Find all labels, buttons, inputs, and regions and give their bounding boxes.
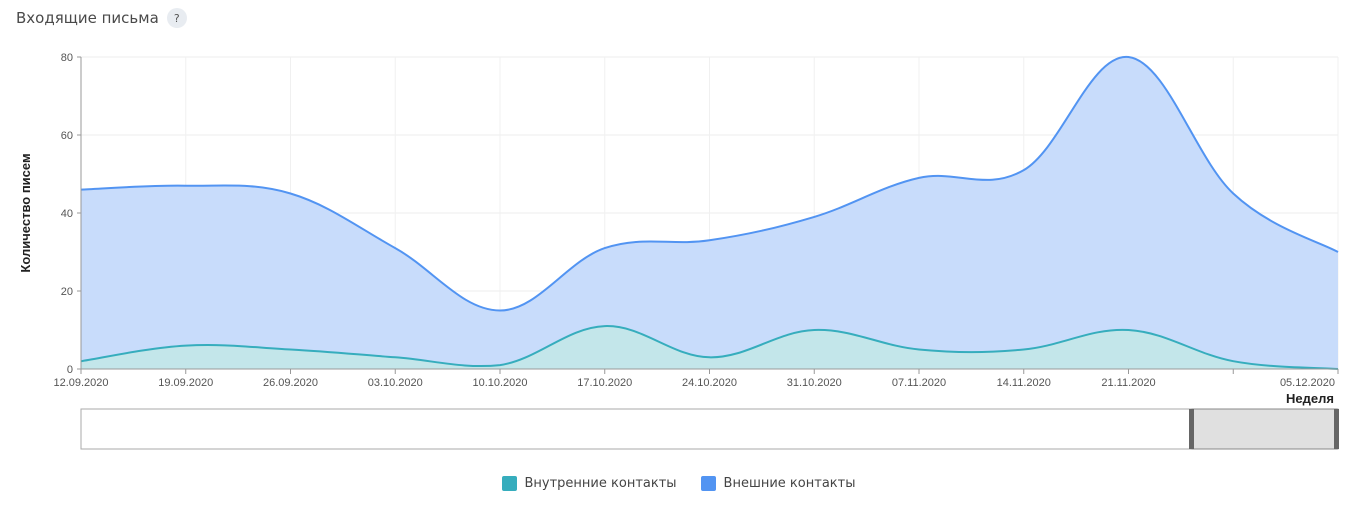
y-tick-label: 40 bbox=[61, 208, 73, 220]
x-tick-label: 05.12.2020 bbox=[1280, 377, 1335, 389]
legend-swatch-external bbox=[700, 476, 716, 491]
help-icon[interactable]: ? bbox=[166, 8, 187, 28]
navigator-handle-right[interactable] bbox=[1334, 409, 1339, 449]
legend-swatch-internal bbox=[501, 476, 517, 491]
page-title: Входящие письма bbox=[16, 9, 159, 27]
y-tick-label: 80 bbox=[61, 52, 73, 64]
chart-axes: 0 20 40 60 80 12.09.2020 19.09.2020 26.09.2020 0… bbox=[53, 52, 1339, 389]
series-line-external bbox=[80, 55, 1339, 312]
chart-areas bbox=[80, 55, 1339, 370]
navigator-handle-left[interactable] bbox=[1189, 409, 1194, 449]
navigator-selection[interactable] bbox=[1191, 408, 1338, 450]
y-axis-label: Количество писем bbox=[18, 153, 33, 272]
range-navigator[interactable] bbox=[80, 408, 1339, 450]
x-tick-label: 17.10.2020 bbox=[577, 377, 632, 389]
x-tick-label: 07.11.2020 bbox=[892, 377, 946, 389]
series-line-internal bbox=[80, 325, 1339, 370]
x-tick-label: 03.10.2020 bbox=[368, 377, 423, 389]
x-tick-label: 14.11.2020 bbox=[997, 377, 1051, 389]
legend-item-external[interactable]: Внешние контакты bbox=[700, 476, 856, 491]
x-tick-label: 26.09.2020 bbox=[263, 377, 318, 389]
x-tick-label: 31.10.2020 bbox=[787, 377, 842, 389]
x-axis-label: Неделя bbox=[1286, 391, 1334, 406]
x-tick-label: 19.09.2020 bbox=[158, 377, 213, 389]
y-tick-label: 0 bbox=[67, 364, 73, 376]
x-tick-label: 12.09.2020 bbox=[53, 377, 108, 389]
x-tick-label: 24.10.2020 bbox=[682, 377, 737, 389]
x-tick-label: 10.10.2020 bbox=[472, 377, 527, 389]
legend-label-internal: Внутренние контакты bbox=[524, 476, 677, 491]
x-tick-label: 21.11.2020 bbox=[1101, 377, 1155, 389]
series-area-external bbox=[81, 56, 1338, 369]
navigator-track[interactable] bbox=[80, 408, 1339, 450]
chart-legend: Внутренние контакты Внешние контакты bbox=[0, 476, 1357, 491]
inbox-area-chart: 0 20 40 60 80 12.09.2020 19.09.2020 26.09.2020 0… bbox=[18, 52, 1339, 450]
legend-item-internal[interactable]: Внутренние контакты bbox=[501, 476, 677, 491]
y-tick-label: 60 bbox=[61, 130, 73, 142]
y-tick-label: 20 bbox=[61, 286, 73, 298]
title-row: Входящие письма ? bbox=[16, 8, 187, 28]
legend-label-external: Внешние контакты bbox=[723, 476, 856, 491]
